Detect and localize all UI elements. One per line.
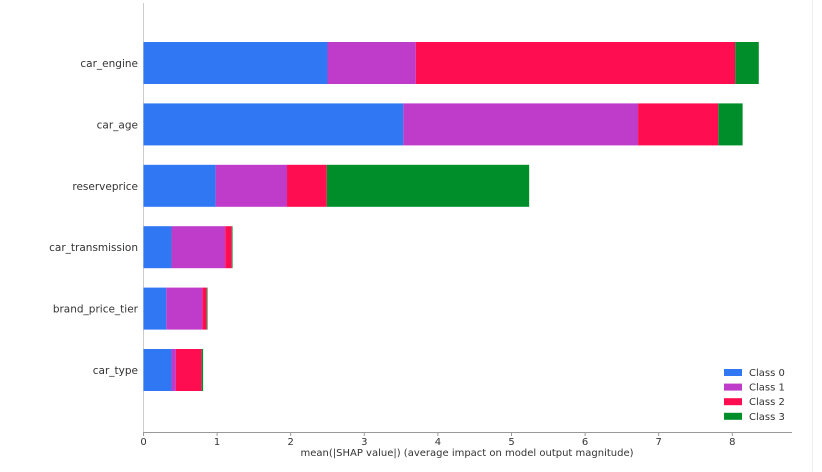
x-tick-label: 3 bbox=[361, 437, 367, 448]
x-tick-label: 5 bbox=[508, 437, 514, 448]
category-label: brand_price_tier bbox=[53, 304, 139, 316]
bar-car-transmission-class-2 bbox=[225, 226, 232, 269]
x-tick-label: 1 bbox=[214, 437, 220, 448]
x-tick-label: 0 bbox=[140, 437, 146, 448]
x-tick-label: 6 bbox=[582, 437, 588, 448]
bar-brand-price-tier-class-1 bbox=[166, 287, 203, 330]
category-label: car_type bbox=[93, 365, 138, 377]
x-tick-label: 4 bbox=[435, 437, 441, 448]
bar-car-type-class-1 bbox=[171, 349, 176, 391]
bar-car-type-class-3 bbox=[201, 349, 204, 391]
category-label: car_engine bbox=[80, 58, 138, 70]
bar-car-type-class-0 bbox=[143, 349, 172, 391]
legend-swatch-class-0 bbox=[724, 369, 742, 376]
bar-car-type-class-2 bbox=[175, 349, 202, 391]
category-label: car_transmission bbox=[49, 242, 138, 254]
bar-car-engine-class-0 bbox=[143, 42, 328, 84]
bar-car-transmission-class-0 bbox=[143, 226, 172, 269]
bar-car-transmission-class-3 bbox=[231, 226, 233, 269]
legend-swatch-class-1 bbox=[724, 383, 742, 391]
category-label: car_age bbox=[97, 119, 138, 131]
bars-group bbox=[143, 42, 759, 391]
legend-swatch-class-3 bbox=[724, 412, 742, 420]
bar-car-age-class-1 bbox=[403, 103, 639, 146]
legend-label-class-2: Class 2 bbox=[749, 397, 785, 408]
bar-car-age-class-2 bbox=[638, 103, 719, 146]
legend: Class 0 Class 1 Class 2 Class 3 bbox=[724, 368, 785, 423]
bar-reserveprice-class-2 bbox=[287, 164, 327, 207]
category-labels: car_engine car_age reserveprice car_transmi… bbox=[49, 58, 139, 377]
legend-label-class-3: Class 3 bbox=[749, 412, 785, 423]
x-axis-title: mean(|SHAP value|) (average impact on mo… bbox=[300, 448, 633, 459]
x-axis-ticks: 0 1 2 3 4 5 6 7 8 bbox=[140, 432, 735, 448]
bar-brand-price-tier-class-2 bbox=[202, 287, 207, 330]
bar-reserveprice-class-3 bbox=[326, 164, 530, 207]
legend-label-class-0: Class 0 bbox=[749, 368, 785, 379]
bar-car-age-class-0 bbox=[143, 103, 404, 146]
bar-brand-price-tier-class-0 bbox=[143, 287, 167, 330]
bar-brand-price-tier-class-3 bbox=[206, 287, 208, 330]
x-tick-label: 7 bbox=[656, 437, 662, 448]
category-label: reserveprice bbox=[72, 181, 138, 193]
bar-car-transmission-class-1 bbox=[171, 226, 226, 269]
bar-car-age-class-3 bbox=[718, 103, 743, 146]
x-tick-label: 8 bbox=[729, 437, 735, 448]
bar-reserveprice-class-1 bbox=[215, 164, 288, 207]
bar-car-engine-class-1 bbox=[327, 42, 416, 84]
x-tick-label: 2 bbox=[288, 437, 294, 448]
legend-label-class-1: Class 1 bbox=[749, 383, 785, 394]
bar-car-engine-class-3 bbox=[735, 42, 759, 84]
legend-swatch-class-2 bbox=[724, 398, 742, 406]
bar-car-engine-class-2 bbox=[415, 42, 736, 84]
bar-reserveprice-class-0 bbox=[143, 164, 216, 207]
